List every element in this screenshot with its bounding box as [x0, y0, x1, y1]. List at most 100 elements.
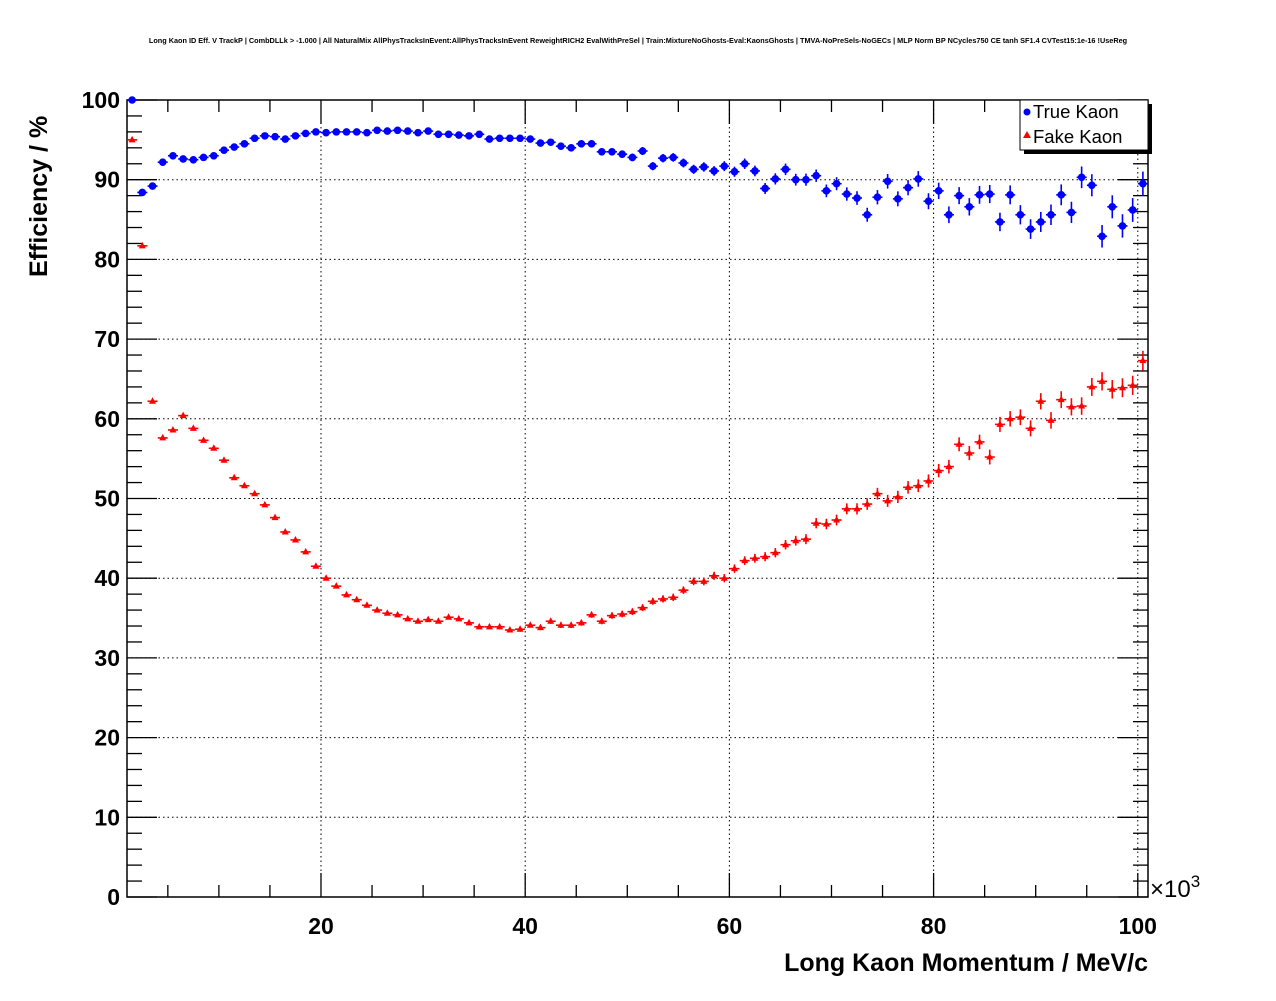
data-point [802, 535, 810, 542]
data-point [281, 527, 289, 535]
data-point [220, 146, 228, 155]
data-point [935, 466, 943, 474]
data-point [628, 153, 637, 162]
data-point [965, 202, 974, 211]
x-tick-label: 40 [512, 913, 538, 939]
data-point [179, 411, 187, 419]
x-tick-label: 80 [921, 913, 947, 939]
x-tick-label: 20 [308, 913, 334, 939]
data-point [832, 179, 841, 188]
data-point [424, 615, 432, 623]
data-point [884, 496, 892, 504]
data-point [353, 595, 361, 603]
data-point [853, 194, 861, 202]
data-point [669, 153, 678, 162]
data-point [976, 437, 984, 445]
data-point [598, 617, 606, 624]
data-point [1027, 424, 1035, 431]
data-point [220, 456, 228, 463]
data-point [883, 177, 892, 186]
data-point [526, 135, 535, 143]
data-point [751, 167, 759, 175]
legend-label-fake-kaon: Fake Kaon [1033, 126, 1122, 147]
data-point [383, 127, 392, 135]
data-point [945, 462, 953, 470]
data-point [638, 147, 647, 155]
data-point [148, 182, 157, 190]
data-point [393, 126, 402, 135]
data-point [945, 210, 953, 219]
data-point [792, 536, 800, 544]
data-point [1036, 218, 1045, 226]
data-point [138, 188, 147, 197]
data-point [1006, 414, 1014, 422]
chart-title: Long Kaon ID Eff. V TrackP | CombDLLk > … [149, 36, 1127, 45]
data-point [904, 183, 912, 192]
data-point [506, 626, 514, 633]
x-tick-label: 100 [1119, 913, 1157, 939]
data-point [516, 134, 524, 143]
data-point [679, 159, 688, 167]
data-point [679, 586, 687, 593]
data-point [342, 128, 351, 136]
data-point [771, 548, 779, 556]
y-tick-label: 100 [82, 87, 120, 113]
data-point [1067, 402, 1075, 410]
data-point [863, 500, 871, 507]
data-point [1006, 191, 1014, 199]
data-point [332, 128, 341, 136]
data-point [496, 622, 504, 630]
data-point [710, 571, 718, 579]
data-point [618, 150, 626, 158]
data-point [465, 618, 473, 626]
data-point [230, 473, 238, 481]
y-axis-title: Efficiency / % [25, 116, 53, 277]
data-point [261, 132, 269, 140]
legend-label-true-kaon: True Kaon [1033, 101, 1119, 122]
data-point [271, 132, 279, 141]
data-point [557, 621, 565, 628]
data-point [343, 590, 351, 598]
data-point [1108, 202, 1117, 211]
data-point [955, 191, 963, 200]
data-point [730, 167, 739, 176]
data-point [833, 516, 841, 523]
data-point [649, 162, 657, 170]
data-point [965, 449, 973, 456]
data-point [1047, 416, 1055, 423]
y-tick-label: 80 [94, 246, 120, 272]
data-point [986, 453, 994, 460]
data-point [740, 159, 749, 168]
data-point [1118, 383, 1126, 391]
data-point [863, 210, 872, 219]
data-point [199, 153, 208, 162]
data-point [1098, 232, 1106, 241]
data-point [363, 601, 371, 608]
data-point [475, 130, 484, 139]
data-point [873, 489, 881, 497]
data-point [710, 167, 718, 175]
data-point [547, 617, 555, 624]
data-point [1128, 206, 1137, 214]
data-point [730, 564, 738, 572]
y-tick-label: 90 [94, 167, 120, 193]
data-point [1067, 208, 1076, 217]
data-point [700, 163, 708, 171]
data-point [975, 191, 984, 199]
data-point [251, 489, 259, 497]
data-point [128, 96, 136, 104]
data-point [588, 610, 596, 618]
data-point [649, 597, 657, 604]
series-true-kaon [127, 96, 1148, 248]
data-point [322, 574, 330, 581]
data-point [1016, 210, 1025, 219]
data-point [557, 142, 565, 151]
data-point [138, 241, 146, 249]
data-point [526, 621, 534, 628]
data-point [791, 175, 800, 184]
data-point [485, 135, 494, 143]
grid [127, 100, 1148, 897]
data-point [567, 144, 575, 152]
data-point [210, 444, 218, 451]
data-point [424, 127, 432, 135]
